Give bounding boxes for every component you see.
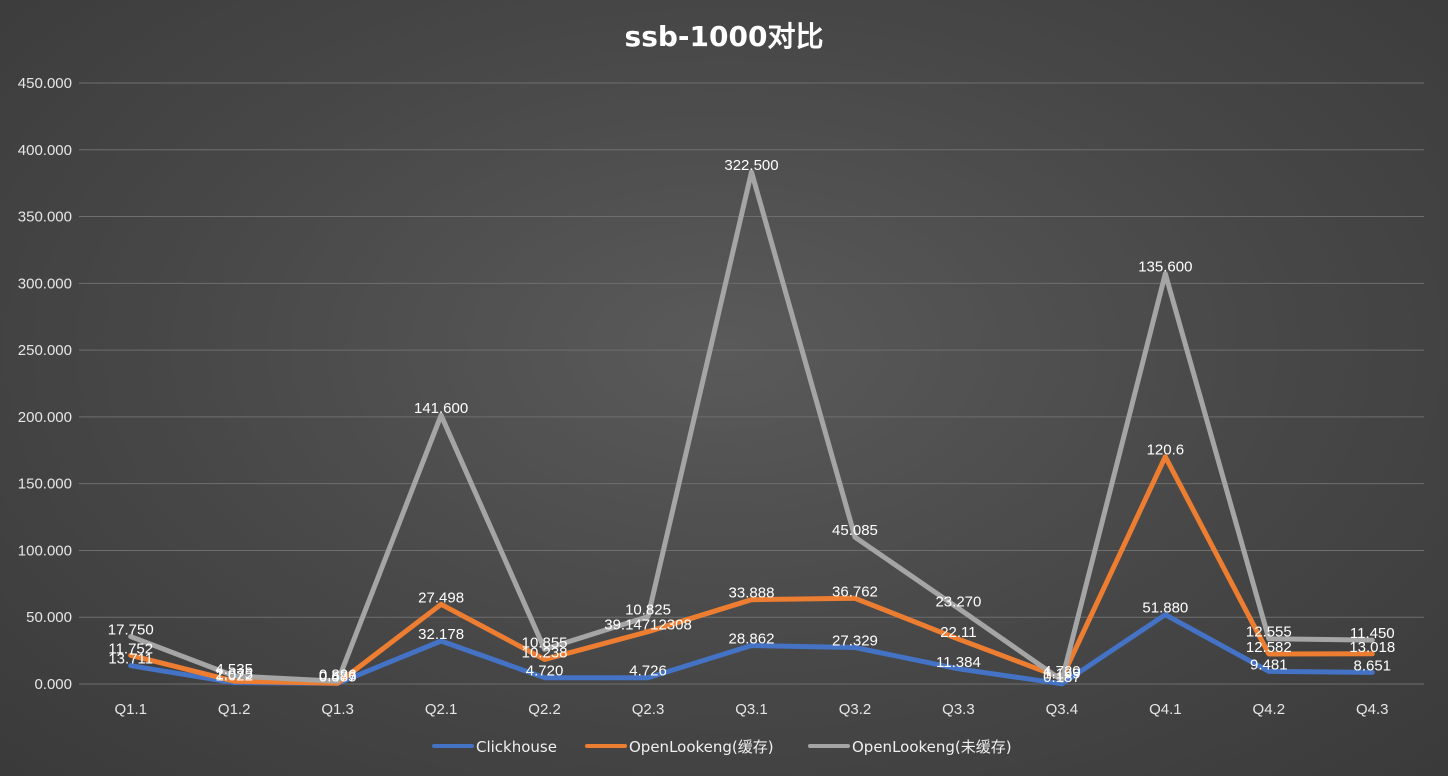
data-label: 45.085 bbox=[832, 522, 878, 539]
x-tick-label: Q3.2 bbox=[839, 701, 872, 718]
data-label: 10.238 bbox=[522, 644, 568, 661]
y-tick-label: 350.000 bbox=[18, 209, 72, 226]
data-label: 32.178 bbox=[418, 626, 464, 643]
y-tick-label: 400.000 bbox=[18, 142, 72, 159]
data-label: 4.720 bbox=[1043, 663, 1081, 680]
x-tick-label: Q2.1 bbox=[425, 701, 458, 718]
data-label: 4.720 bbox=[526, 663, 564, 680]
data-label: 39.14712308 bbox=[604, 617, 692, 634]
x-tick-label: Q4.2 bbox=[1253, 701, 1286, 718]
chart-title: ssb-1000对比 bbox=[625, 20, 824, 53]
data-label: 0.187 bbox=[1043, 669, 1081, 686]
data-label: 0.575 bbox=[319, 668, 357, 685]
data-label: 135.600 bbox=[1138, 259, 1192, 276]
data-label: 11.752 bbox=[108, 640, 153, 657]
legend-label: Clickhouse bbox=[476, 738, 557, 756]
data-label: 9.481 bbox=[1250, 656, 1288, 673]
data-label: 120.6 bbox=[1147, 442, 1185, 459]
y-axis-tick-labels: 0.000 50.000 100.000 150.000 200.000 250.000 3… bbox=[18, 75, 72, 693]
legend: Clickhouse OpenLookeng(缓存) OpenLookeng(未缓存… bbox=[432, 738, 1012, 756]
gridlines bbox=[79, 82, 1424, 685]
data-label: 141.600 bbox=[414, 400, 468, 417]
y-tick-label: 250.000 bbox=[18, 342, 72, 359]
data-label: 1.022 bbox=[215, 668, 253, 685]
data-label: 322.500 bbox=[724, 157, 778, 174]
data-label: 36.762 bbox=[832, 583, 878, 600]
data-label: 2.075 bbox=[215, 666, 253, 683]
legend-label: OpenLookeng(未缓存) bbox=[852, 738, 1012, 756]
x-tick-label: Q2.2 bbox=[528, 701, 561, 718]
data-label: 10.855 bbox=[522, 634, 568, 651]
data-label: 4.726 bbox=[629, 663, 667, 680]
data-label: 8.651 bbox=[1353, 657, 1391, 674]
y-tick-label: 200.000 bbox=[18, 409, 72, 426]
x-tick-label: Q1.2 bbox=[218, 701, 251, 718]
x-tick-label: Q1.1 bbox=[114, 701, 147, 718]
data-label: 12.555 bbox=[1246, 624, 1292, 641]
x-tick-label: Q3.4 bbox=[1046, 701, 1079, 718]
legend-label: OpenLookeng(缓存) bbox=[629, 738, 774, 756]
data-label: 13.711 bbox=[108, 651, 153, 668]
data-label: 17.750 bbox=[108, 622, 154, 639]
y-tick-label: 450.000 bbox=[18, 75, 72, 92]
data-labels: 13.711 1.022 0.487 32.178 4.720 4.726 28.862 27… bbox=[108, 157, 1395, 686]
data-label: 0.487 bbox=[319, 668, 357, 685]
y-tick-label: 150.000 bbox=[18, 476, 72, 493]
data-label: 10.825 bbox=[625, 602, 671, 619]
data-label: 13.018 bbox=[1349, 639, 1395, 656]
y-tick-label: 50.000 bbox=[26, 609, 72, 626]
series-lines bbox=[128, 169, 1375, 687]
x-tick-label: Q3.3 bbox=[942, 701, 975, 718]
y-tick-label: 300.000 bbox=[18, 275, 72, 292]
data-label: 11.384 bbox=[936, 654, 981, 671]
data-label: 27.498 bbox=[418, 589, 464, 606]
data-label: 11.450 bbox=[1350, 625, 1395, 642]
x-axis-tick-labels: Q1.1 Q1.2 Q1.3 Q2.1 Q2.2 Q2.3 Q3.1 Q3.2 Q3.3 Q3.4… bbox=[114, 701, 1388, 718]
x-tick-label: Q3.1 bbox=[735, 701, 768, 718]
x-tick-label: Q4.3 bbox=[1356, 701, 1389, 718]
data-label: 1.199 bbox=[1043, 665, 1081, 682]
x-tick-label: Q2.3 bbox=[632, 701, 665, 718]
data-label: 23.270 bbox=[935, 593, 981, 610]
y-tick-label: 100.000 bbox=[18, 542, 72, 559]
data-label: 27.329 bbox=[832, 633, 878, 650]
series-line-1 bbox=[128, 454, 1375, 686]
data-label: 4.535 bbox=[215, 661, 253, 678]
series-line-2 bbox=[128, 169, 1375, 684]
y-tick-label: 0.000 bbox=[34, 676, 72, 693]
series-line-0 bbox=[128, 612, 1375, 687]
x-tick-label: Q4.1 bbox=[1149, 701, 1182, 718]
data-label: 28.862 bbox=[729, 630, 775, 647]
data-label: 51.880 bbox=[1142, 600, 1188, 617]
x-tick-label: Q1.3 bbox=[321, 701, 354, 718]
data-label: 0.836 bbox=[319, 666, 357, 683]
data-label: 33.888 bbox=[729, 585, 775, 602]
data-label: 22.11 bbox=[940, 624, 976, 641]
data-label: 12.582 bbox=[1246, 639, 1292, 656]
